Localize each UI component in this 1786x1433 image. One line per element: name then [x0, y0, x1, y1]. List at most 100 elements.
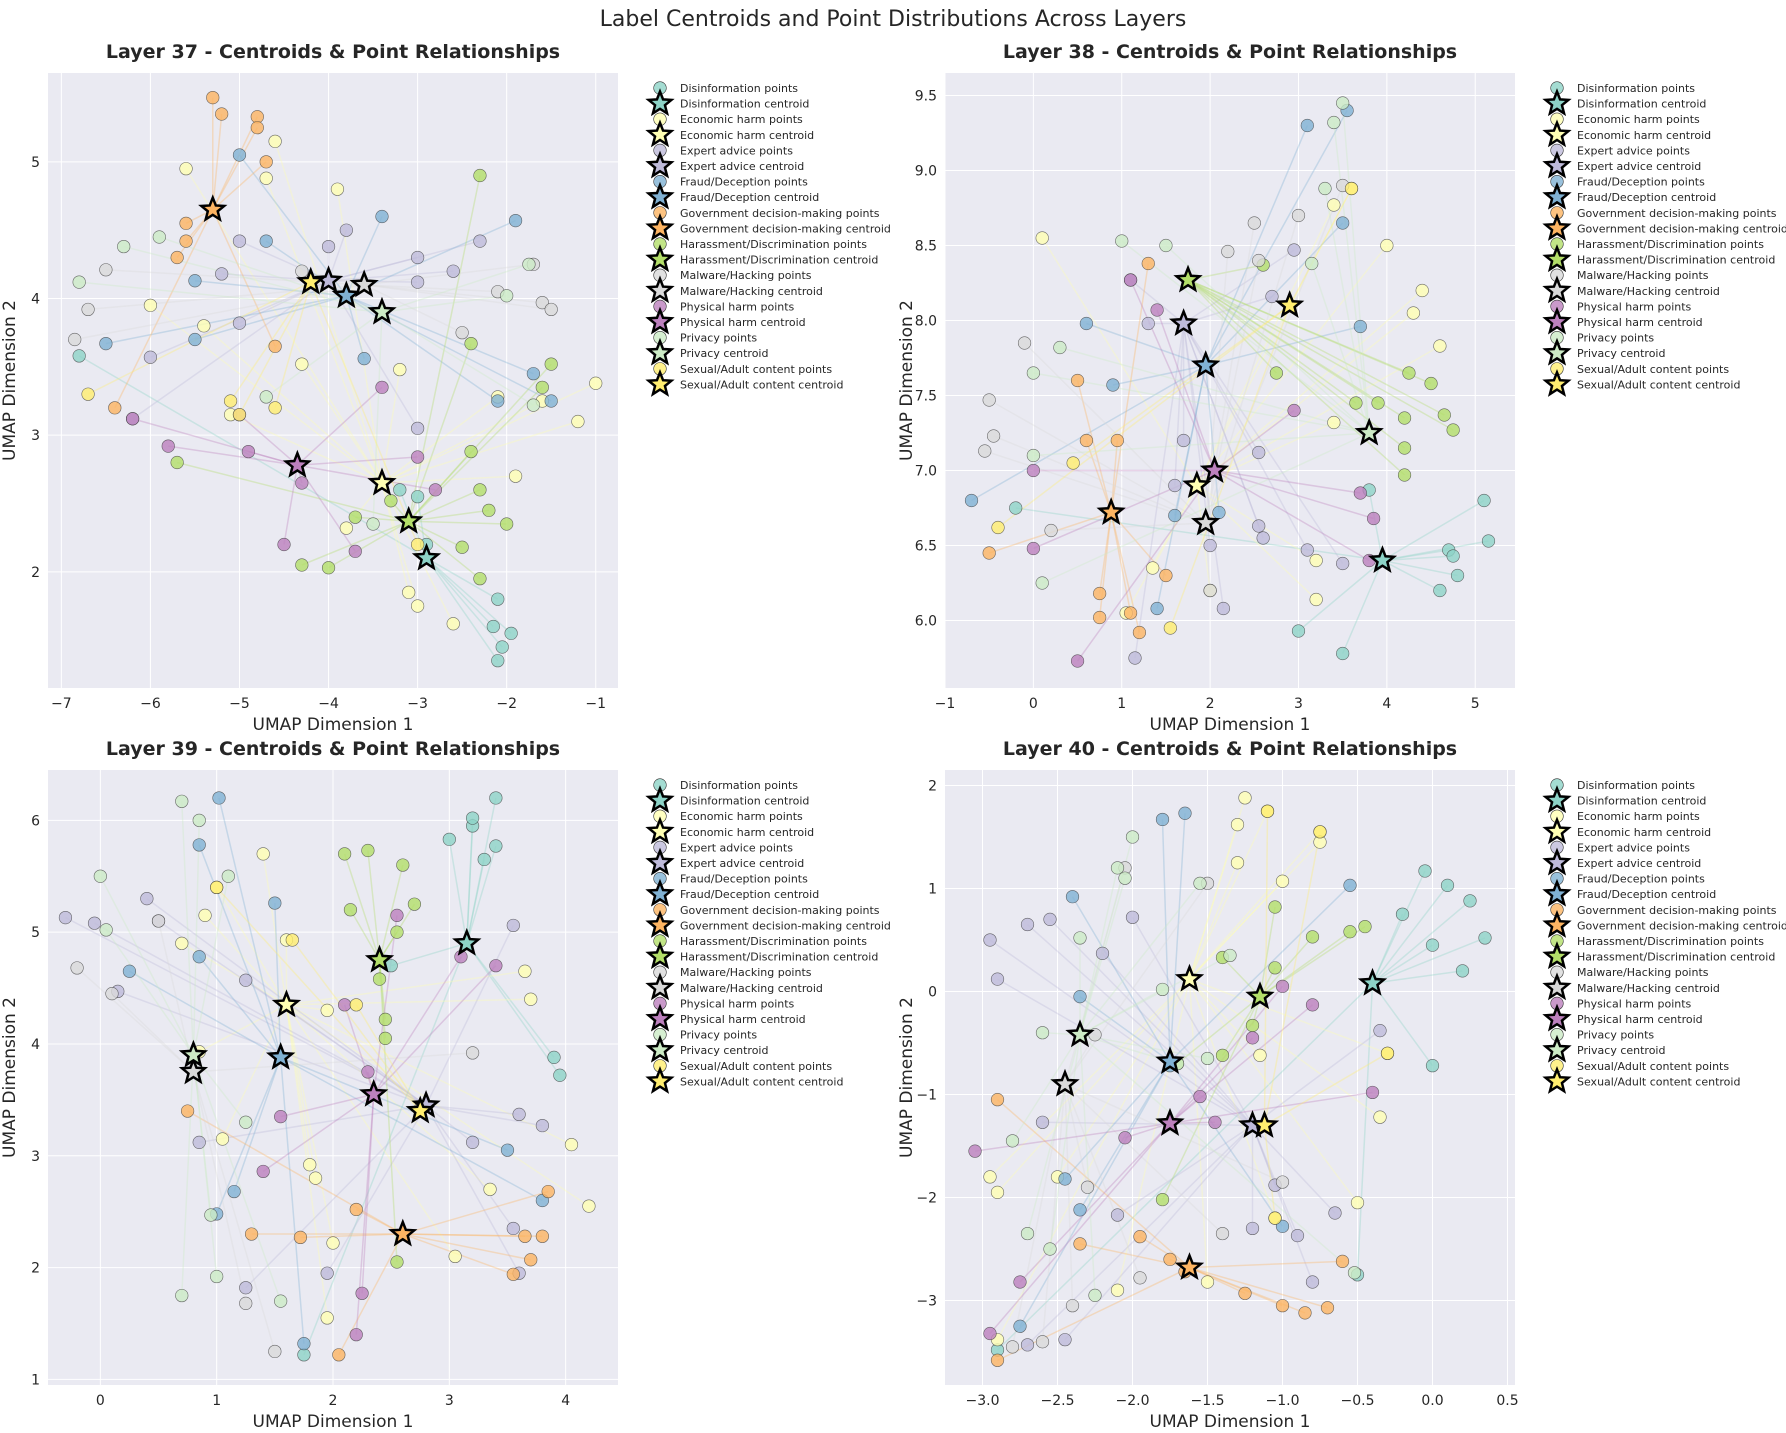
point-physical-harm: [355, 1286, 369, 1300]
point-government-decision-making: [1093, 610, 1107, 625]
connection-line: [212, 127, 258, 211]
point-government-decision-making: [293, 1230, 308, 1244]
connection-line: [1188, 824, 1239, 980]
point-privacy: [1035, 1026, 1050, 1040]
point-expert-advice: [1256, 531, 1270, 545]
centroids: [1050, 963, 1388, 1281]
connection-line: [194, 295, 347, 341]
connection-line: [1263, 1125, 1276, 1219]
point-economic-harm: [1146, 561, 1160, 575]
connection-line: [996, 978, 1191, 1193]
point-privacy: [366, 517, 380, 531]
centroid-expert-advice: [1168, 308, 1199, 336]
connection-line: [274, 903, 282, 1058]
legend-label: Economic harm points: [1577, 113, 1700, 126]
legend-label: Privacy points: [680, 332, 757, 345]
legend-centroid-marker: [645, 909, 675, 938]
connection-line: [1382, 549, 1449, 562]
connection-line: [1187, 279, 1445, 416]
connection-line: [181, 801, 195, 1056]
connection-line: [1177, 996, 1261, 1065]
connection-line: [1183, 295, 1273, 325]
point-disinformation: [1425, 1059, 1440, 1073]
centroid-physical-harm: [1155, 1107, 1185, 1136]
point-fraud-deception: [188, 274, 202, 288]
connection-line: [274, 141, 383, 484]
connection-line: [1064, 1083, 1283, 1183]
legend-label: Sexual/Adult content centroid: [680, 1075, 843, 1088]
connection-line: [301, 363, 383, 484]
point-expert-advice: [1245, 1221, 1260, 1236]
connection-line: [345, 295, 499, 402]
centroid-physical-harm: [282, 449, 313, 478]
point-government-decision-making: [1320, 1301, 1335, 1315]
x-tick-label: −6: [140, 696, 161, 712]
legend-label: Sexual/Adult content centroid: [1577, 378, 1740, 391]
legend-label: Sexual/Adult content points: [680, 363, 832, 376]
legend-label: Malware/Hacking centroid: [1577, 982, 1720, 995]
point-economic-harm: [1230, 817, 1245, 832]
legend-label: Expert advice points: [1577, 841, 1690, 854]
point-disinformation: [1463, 894, 1477, 908]
point-physical-harm: [361, 1065, 375, 1079]
connection-line: [1196, 204, 1335, 486]
connection-line: [1205, 325, 1361, 367]
connection-line: [1205, 125, 1309, 366]
connection-line: [1298, 559, 1383, 632]
centroid-fraud-deception: [265, 1041, 296, 1070]
connection-line: [1188, 810, 1269, 980]
legend-label: Fraud/Deception points: [680, 873, 808, 886]
connection-line: [378, 960, 398, 1263]
point-sexual-adult-content: [991, 520, 1005, 535]
connection-line: [1117, 1124, 1253, 1216]
point-malware-hacking: [1080, 1180, 1095, 1194]
point-government-decision-making: [1133, 1230, 1147, 1244]
connection-line: [1064, 882, 1209, 1085]
y-tick-label: 0: [928, 984, 937, 1000]
connection-line: [345, 216, 383, 297]
legend-label: Harassment/Discrimination points: [1577, 935, 1764, 948]
connection-line: [1064, 1061, 1171, 1180]
legend-centroid-marker: [1542, 88, 1572, 117]
point-expert-advice: [1290, 1229, 1305, 1243]
point-malware-hacking: [1252, 253, 1266, 268]
point-disinformation: [1425, 938, 1440, 952]
point-harassment-discrimination: [372, 972, 387, 986]
connection-line: [280, 1056, 543, 1202]
connection-line: [285, 1004, 317, 1179]
connection-line: [425, 557, 499, 662]
point-economic-harm: [483, 1182, 497, 1196]
point-economic-harm: [518, 964, 532, 978]
x-tick-label: 1: [1117, 696, 1126, 712]
legend-label: Physical harm centroid: [680, 316, 806, 329]
connection-line: [1214, 469, 1361, 494]
legend-centroid-marker: [645, 150, 675, 179]
point-physical-harm: [411, 450, 425, 464]
centroid-privacy: [1065, 1019, 1095, 1048]
connection-line: [194, 279, 347, 297]
point-government-decision-making: [1110, 433, 1124, 448]
legend-label: Malware/Hacking points: [1577, 966, 1709, 979]
legend-label: Privacy points: [1577, 1029, 1654, 1042]
connection-line: [1189, 1260, 1343, 1269]
point-physical-harm: [1026, 541, 1040, 556]
legend-label: Fraud/Deception centroid: [680, 888, 819, 901]
connection-line: [280, 1056, 508, 1151]
data-points: [58, 791, 596, 1362]
point-fraud-deception: [188, 332, 202, 347]
point-sexual-adult-content: [81, 387, 95, 401]
connection-line: [425, 1104, 520, 1116]
centroid-government-decision-making: [388, 1218, 418, 1247]
point-economic-harm: [256, 847, 270, 861]
point-fraud-deception: [1275, 1219, 1290, 1233]
x-tick-label: 0: [96, 1393, 105, 1409]
legend-label: Government decision-making centroid: [1577, 919, 1786, 932]
point-fraud-deception: [259, 234, 273, 248]
centroid-privacy: [178, 1039, 209, 1068]
point-malware-hacking: [987, 429, 1001, 443]
connection-line: [408, 520, 481, 580]
legend-label: Harassment/Discrimination points: [680, 238, 867, 251]
connection-line: [1125, 485, 1198, 614]
point-physical-harm: [390, 908, 404, 922]
